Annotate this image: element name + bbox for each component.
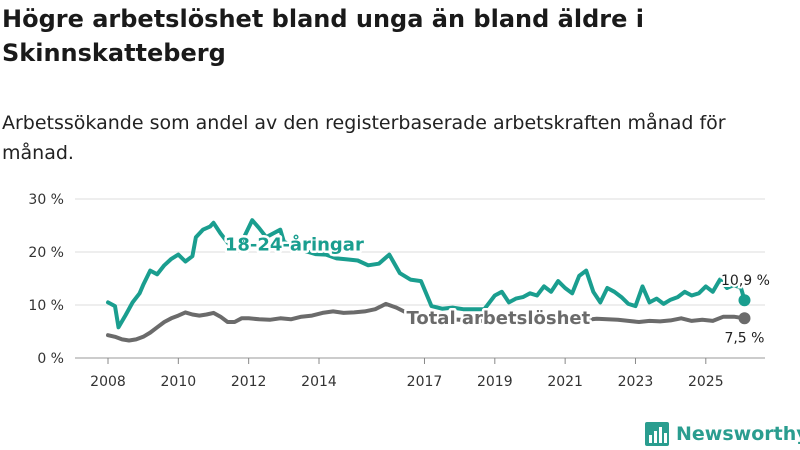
end-point-total <box>738 312 751 325</box>
x-tick-label: 2025 <box>688 374 724 390</box>
y-tick-label: 20 % <box>28 245 64 261</box>
y-tick-label: 10 % <box>28 298 64 314</box>
x-tick-label: 2019 <box>477 374 513 390</box>
series-line-young <box>106 218 747 330</box>
end-label-young: 10,9 % <box>721 273 770 289</box>
y-tick-label: 30 % <box>28 192 64 208</box>
chart-title: Högre arbetslöshet bland unga än bland ä… <box>2 5 644 67</box>
series-label-total: Total arbetslöshet <box>406 308 590 329</box>
chart-subtitle: Arbetssökande som andel av den registerb… <box>2 112 726 164</box>
newsworthy-logo[interactable]: Newsworthy <box>644 420 800 448</box>
x-tick-label: 2012 <box>231 374 267 390</box>
series-layer <box>106 218 751 343</box>
x-tick-label: 2017 <box>407 374 443 390</box>
label-layer: 18-24-åringar Total arbetslöshet 10,9 % 7,5… <box>222 231 772 348</box>
x-tick-label: 2021 <box>547 374 583 390</box>
x-tick-label: 2010 <box>161 374 197 390</box>
x-tick-label: 2023 <box>618 374 654 390</box>
x-tick-label: 2008 <box>90 374 126 390</box>
series-label-young: 18-24-åringar <box>225 233 364 255</box>
tick-layer: 0 % 10 % 20 % 30 % 2008 2010 2012 2014 2017 2019 2… <box>28 192 723 390</box>
x-tick-label: 2014 <box>301 374 337 390</box>
series-line-total <box>106 301 747 343</box>
end-point-young <box>738 294 751 307</box>
brand-name: Newsworthy <box>676 423 800 445</box>
line-chart: 0 % 10 % 20 % 30 % 2008 2010 2012 2014 2017 2019 2… <box>28 192 772 390</box>
end-label-total: 7,5 % <box>724 330 764 346</box>
y-tick-label: 0 % <box>37 351 64 367</box>
bar-chart-logo-icon <box>645 422 669 446</box>
grid-layer <box>75 198 765 359</box>
